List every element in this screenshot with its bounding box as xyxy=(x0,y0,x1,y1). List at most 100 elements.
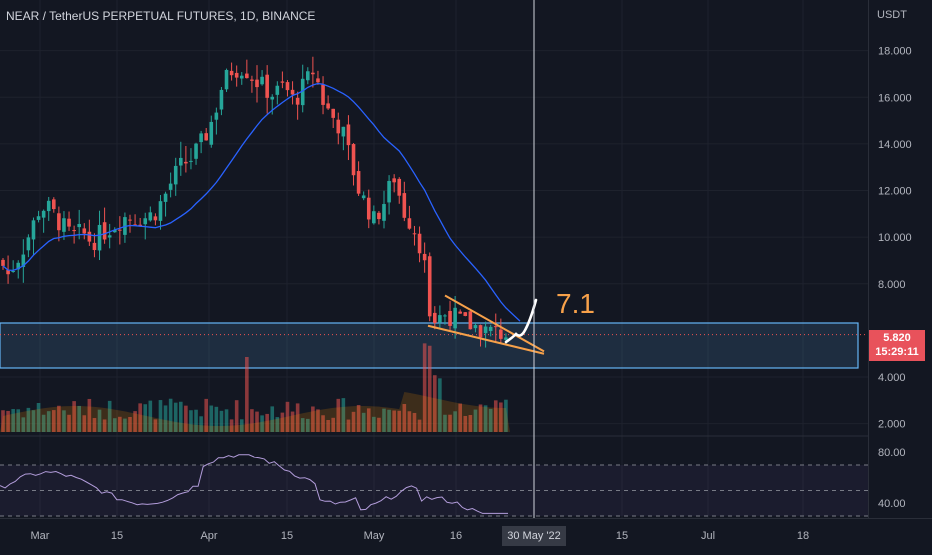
volume-bar xyxy=(112,418,117,432)
candle-body xyxy=(97,224,102,251)
candles xyxy=(1,56,508,348)
candle-body xyxy=(361,195,366,199)
volume-bar xyxy=(189,410,193,432)
candle-body xyxy=(341,126,346,137)
candle-body xyxy=(377,212,381,220)
candle-body xyxy=(158,201,163,221)
candle-body xyxy=(382,204,386,221)
volume-bar xyxy=(463,415,468,432)
candle-body xyxy=(173,165,178,185)
volume-bar xyxy=(306,418,310,432)
volume-bar xyxy=(275,417,280,432)
candle-body xyxy=(438,315,442,323)
last-price-tag: 5.820 15:29:11 xyxy=(869,330,925,361)
time-axis[interactable] xyxy=(0,518,932,551)
candle-body xyxy=(102,222,107,240)
candle-body xyxy=(26,237,31,251)
candle-body xyxy=(62,218,66,232)
candle-body xyxy=(412,233,417,235)
volume-bar xyxy=(41,414,46,432)
volume-bar xyxy=(453,411,457,432)
volume-bar xyxy=(280,412,285,432)
candle-body xyxy=(128,219,132,221)
volume-bar xyxy=(133,411,137,432)
candle-body xyxy=(77,223,81,228)
volume-bar xyxy=(311,406,315,432)
wedge-lower-line xyxy=(427,324,545,355)
volume-bar xyxy=(366,408,371,432)
volume-bar xyxy=(16,409,21,432)
candle-body xyxy=(326,103,330,109)
candle-body xyxy=(118,229,122,231)
candle-body xyxy=(392,178,396,183)
volume-bar xyxy=(36,402,41,432)
candle-body xyxy=(189,160,193,162)
volume-bar xyxy=(483,405,488,432)
volume-bar xyxy=(356,405,361,432)
candle-body xyxy=(46,200,51,212)
volume-bar xyxy=(57,405,61,432)
volume-bar xyxy=(422,343,427,432)
candle-body xyxy=(229,70,234,76)
volume-bar xyxy=(458,403,462,432)
candle-body xyxy=(1,259,5,266)
wedge-upper-line xyxy=(444,294,545,353)
volume-bar xyxy=(21,417,26,432)
volume-bar xyxy=(285,401,290,432)
volume-bar xyxy=(128,416,132,432)
volume-bar xyxy=(402,403,407,432)
candle-body xyxy=(417,233,422,254)
moving-average xyxy=(2,82,521,322)
volume-bar xyxy=(295,403,300,432)
x-tick-label: 18 xyxy=(797,530,809,542)
candle-body xyxy=(478,325,483,338)
volume-bar xyxy=(138,403,142,432)
candle-body xyxy=(36,216,41,220)
volume-bar xyxy=(300,418,305,432)
volume-bar xyxy=(173,402,178,432)
volume-bar xyxy=(407,411,412,432)
candle-body xyxy=(473,325,478,329)
candle-body xyxy=(72,230,76,232)
candle-body xyxy=(372,211,376,224)
candle-body xyxy=(41,210,46,218)
candle-body xyxy=(443,315,447,317)
candle-body xyxy=(168,183,173,190)
y-ticks: 18.000 16.000 14.000 12.000 10.000 8.000 4.000… xyxy=(878,46,912,511)
volume-bar xyxy=(209,405,214,432)
rsi-tick-label: 80.00 xyxy=(878,447,906,459)
volume-bar xyxy=(11,409,15,432)
volume-bar xyxy=(184,405,188,432)
volume-bar xyxy=(158,400,163,432)
candle-body xyxy=(184,161,188,164)
volume-bar xyxy=(82,415,87,432)
candle-body xyxy=(483,326,488,334)
volume-bar xyxy=(123,418,127,432)
candle-body xyxy=(250,79,254,81)
candle-body xyxy=(458,311,462,314)
x-tick-label: Jul xyxy=(701,530,715,542)
candle-body xyxy=(265,74,269,98)
volume-bar xyxy=(102,419,107,432)
candle-body xyxy=(16,262,21,270)
grid xyxy=(0,0,868,518)
candle-body xyxy=(255,79,259,88)
candle-body xyxy=(306,71,310,81)
x-tick-label: May xyxy=(364,530,385,542)
candle-body xyxy=(245,73,249,79)
x-tick-label: Apr xyxy=(200,530,217,542)
rsi-tick-label: 40.00 xyxy=(878,498,906,510)
support-zone xyxy=(0,322,868,369)
volume-bar xyxy=(392,410,396,432)
x-tick-label: 16 xyxy=(450,530,462,542)
volume-bar xyxy=(62,410,66,432)
price-axis[interactable] xyxy=(868,0,932,518)
candle-body xyxy=(153,216,158,221)
volume-bar xyxy=(168,398,173,432)
candle-body xyxy=(209,121,214,145)
volume-bar xyxy=(143,404,148,432)
candle-body xyxy=(92,242,97,251)
candle-body xyxy=(336,119,341,134)
